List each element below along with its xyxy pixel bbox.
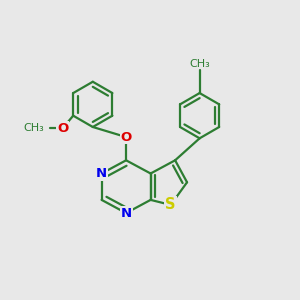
Text: O: O [57,122,68,135]
Text: CH₃: CH₃ [23,123,44,133]
Text: N: N [121,207,132,220]
Text: S: S [166,197,176,212]
Text: CH₃: CH₃ [189,58,210,69]
Text: O: O [121,130,132,143]
Text: N: N [96,167,107,180]
